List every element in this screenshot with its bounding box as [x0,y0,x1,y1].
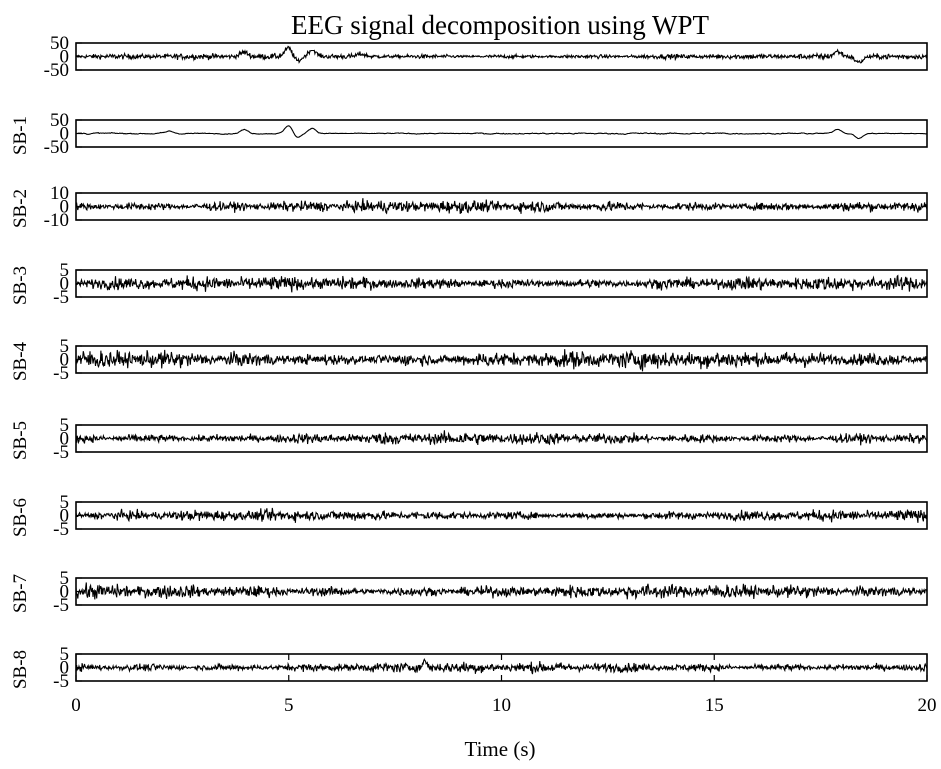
subplot-1: 500-50 [44,33,928,81]
y-tick-label: 0 [60,197,70,218]
y-tick-label: -10 [44,210,69,231]
signal-trace [76,507,927,523]
y-tick-label: -5 [53,363,69,384]
y-tick-label: 50 [50,33,69,54]
x-tick-label: 10 [492,695,511,716]
y-tick-label: 5 [60,336,70,357]
y-tick-label: 5 [60,260,70,281]
y-tick-label: -5 [53,595,69,616]
x-axis: 0 5 10 15 20 [71,654,937,716]
y-axis-label: SB-1 [10,116,31,155]
subplot-stack: 500-50500-50SB-1100-10SB-250-5SB-350-5SB… [10,33,928,692]
y-axis-label: SB-8 [10,650,31,689]
y-axis-label: SB-6 [10,498,31,537]
y-tick-label: -5 [53,671,69,692]
y-tick-label: 0 [60,658,70,679]
signal-trace [76,45,927,64]
signal-trace [76,582,927,601]
subplot-7: 50-5 SB-6 [10,492,928,540]
y-tick-label: 5 [60,415,70,436]
y-axis-label: SB-4 [10,341,31,381]
subplot-2: 500-50 SB-1 [10,110,928,158]
y-axis-label: SB-7 [10,574,31,613]
x-axis-label: Time (s) [465,737,536,761]
y-axis-label: SB-5 [10,421,31,460]
subplot-5: 50-5 SB-4 [10,336,928,384]
x-tick-label: 0 [71,695,81,716]
subplot-3: 100-10 SB-2 [10,183,928,231]
y-tick-label: -50 [44,60,69,81]
y-tick-label: 0 [60,47,70,68]
y-axis-label: SB-3 [10,266,31,305]
y-tick-label: 0 [60,274,70,295]
y-tick-label: 0 [60,350,70,371]
signal-trace [76,430,927,446]
subplot-8: 50-5 SB-7 [10,568,928,616]
signal-trace [76,125,927,140]
y-tick-label: -5 [53,442,69,463]
y-tick-label: 0 [60,582,70,603]
y-tick-label: 0 [60,429,70,450]
y-tick-label: 10 [50,183,69,204]
y-tick-label: -50 [44,137,69,158]
x-tick-label: 5 [284,695,294,716]
subplot-9: 50-5 SB-8 [10,644,928,692]
subplot-4: 50-5 SB-3 [10,260,928,308]
y-axis-label: SB-2 [10,189,31,228]
y-tick-label: -5 [53,519,69,540]
y-tick-label: 0 [60,124,70,145]
chart-title: EEG signal decomposition using WPT [291,10,709,40]
y-tick-label: 5 [60,644,70,665]
x-tick-label: 20 [918,695,937,716]
signal-trace [76,349,927,372]
y-tick-label: 5 [60,492,70,513]
signal-trace [76,198,927,215]
signal-trace [76,657,927,675]
signal-trace [76,274,927,293]
y-tick-label: 5 [60,568,70,589]
x-tick-label: 15 [705,695,724,716]
y-tick-label: 0 [60,506,70,527]
subplot-6: 50-5 SB-5 [10,415,928,463]
y-tick-label: -5 [53,287,69,308]
y-tick-label: 50 [50,110,69,131]
